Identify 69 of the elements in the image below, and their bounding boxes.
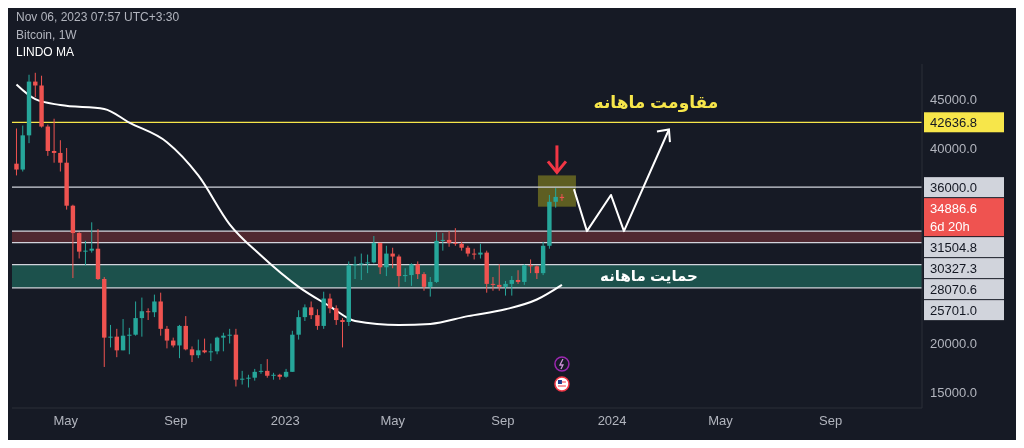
candlestick	[152, 294, 157, 318]
candlestick	[553, 187, 558, 209]
ref-line-label: 42636.8	[930, 115, 977, 131]
candlestick	[390, 247, 395, 269]
candlestick	[145, 307, 151, 321]
text: 6d 20h	[930, 219, 970, 235]
candlestick	[164, 325, 170, 349]
candlestick	[189, 345, 195, 363]
x-tick-label: Sep	[164, 413, 188, 429]
candlestick	[58, 139, 63, 172]
candlestick	[352, 256, 358, 280]
x-tick-label: Sep	[491, 413, 515, 429]
y-tick-label: 40000.0	[930, 140, 977, 156]
candlestick	[258, 363, 264, 375]
candlestick	[509, 275, 514, 297]
ref-line-label: 30327.3	[930, 261, 977, 277]
candlestick	[522, 263, 527, 286]
candlestick	[384, 245, 389, 277]
candlestick	[409, 262, 414, 287]
candlestick	[440, 232, 446, 252]
candlestick	[83, 240, 88, 266]
candlestick	[139, 297, 145, 338]
candlestick	[239, 370, 245, 386]
x-tick-label: Sep	[819, 413, 843, 429]
candlestick	[428, 276, 433, 298]
y-tick-label: 20000.0	[930, 336, 977, 352]
candlestick	[177, 324, 182, 359]
candlestick	[33, 72, 38, 98]
candlestick	[453, 227, 458, 247]
text: Nov 06, 2023 07:57 UTC+3:30	[16, 10, 180, 24]
candlestick	[76, 231, 82, 259]
band-label: حمایت ماهانه	[600, 267, 698, 285]
candlestick	[265, 358, 270, 379]
candlestick	[340, 317, 345, 348]
candlestick	[221, 332, 226, 352]
candlestick	[465, 245, 471, 258]
ref-line-label: 36000.0	[930, 180, 977, 196]
ref-line-label: 25701.0	[930, 303, 977, 319]
candlestick	[446, 230, 452, 248]
candlestick	[403, 267, 408, 283]
y-tick-label: 15000.0	[930, 384, 977, 400]
candlestick	[14, 128, 19, 176]
candlestick	[196, 339, 201, 359]
line-series	[15, 83, 563, 326]
chart-title: Bitcoin, 1W	[16, 28, 77, 42]
candlestick	[108, 324, 113, 348]
candlestick	[359, 253, 364, 281]
candlestick	[127, 327, 132, 355]
candlestick	[315, 308, 320, 331]
candlestick	[227, 328, 232, 344]
candlestick	[534, 264, 540, 280]
x-tick-label: May	[380, 413, 406, 429]
candlestick	[421, 271, 427, 292]
candlestick	[296, 309, 301, 341]
candlestick	[133, 300, 138, 337]
ref-line-label: 31504.8	[930, 240, 977, 256]
ref-line-label: 28070.6	[930, 282, 977, 298]
text: LINDO MA	[16, 45, 75, 59]
x-tick-label: May	[708, 413, 734, 429]
candlestick	[365, 254, 370, 274]
candlestick	[490, 276, 496, 292]
y-tick-label: 45000.0	[930, 91, 977, 107]
text: 34886.6	[930, 201, 977, 217]
x-tick-label: 2024	[597, 413, 627, 429]
x-tick-label: May	[53, 413, 79, 429]
candlestick	[334, 304, 339, 326]
x-tick-label: 2023	[270, 413, 300, 429]
annotation: مقاومت ماهانه	[593, 93, 719, 114]
candlestick	[528, 258, 533, 274]
